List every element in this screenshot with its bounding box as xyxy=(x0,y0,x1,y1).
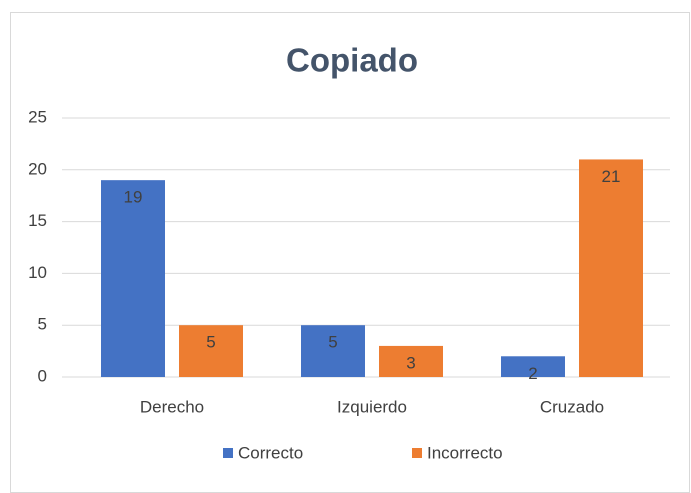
data-label: 5 xyxy=(206,333,215,352)
y-tick-label: 20 xyxy=(28,159,47,178)
legend-label: Incorrecto xyxy=(427,443,503,462)
bar xyxy=(179,325,243,377)
legend-swatch xyxy=(412,448,422,458)
x-tick-label: Cruzado xyxy=(540,397,604,416)
y-tick-label: 5 xyxy=(38,315,47,334)
chart-title: Copiado xyxy=(286,42,418,79)
legend-label: Correcto xyxy=(238,443,303,462)
data-label: 2 xyxy=(528,364,537,383)
x-tick-label: Derecho xyxy=(140,397,204,416)
y-tick-label: 15 xyxy=(28,211,47,230)
bar xyxy=(301,325,365,377)
legend-swatch xyxy=(223,448,233,458)
x-tick-label: Izquierdo xyxy=(337,397,407,416)
bar xyxy=(579,159,643,377)
bar xyxy=(501,356,565,377)
data-label: 19 xyxy=(124,188,143,207)
data-label: 3 xyxy=(406,353,415,372)
y-tick-label: 10 xyxy=(28,263,47,282)
data-label: 5 xyxy=(328,333,337,352)
y-tick-label: 0 xyxy=(38,366,47,385)
bar xyxy=(379,345,443,377)
y-tick-label: 25 xyxy=(28,107,47,126)
data-label: 21 xyxy=(602,167,621,186)
bar xyxy=(101,180,165,377)
